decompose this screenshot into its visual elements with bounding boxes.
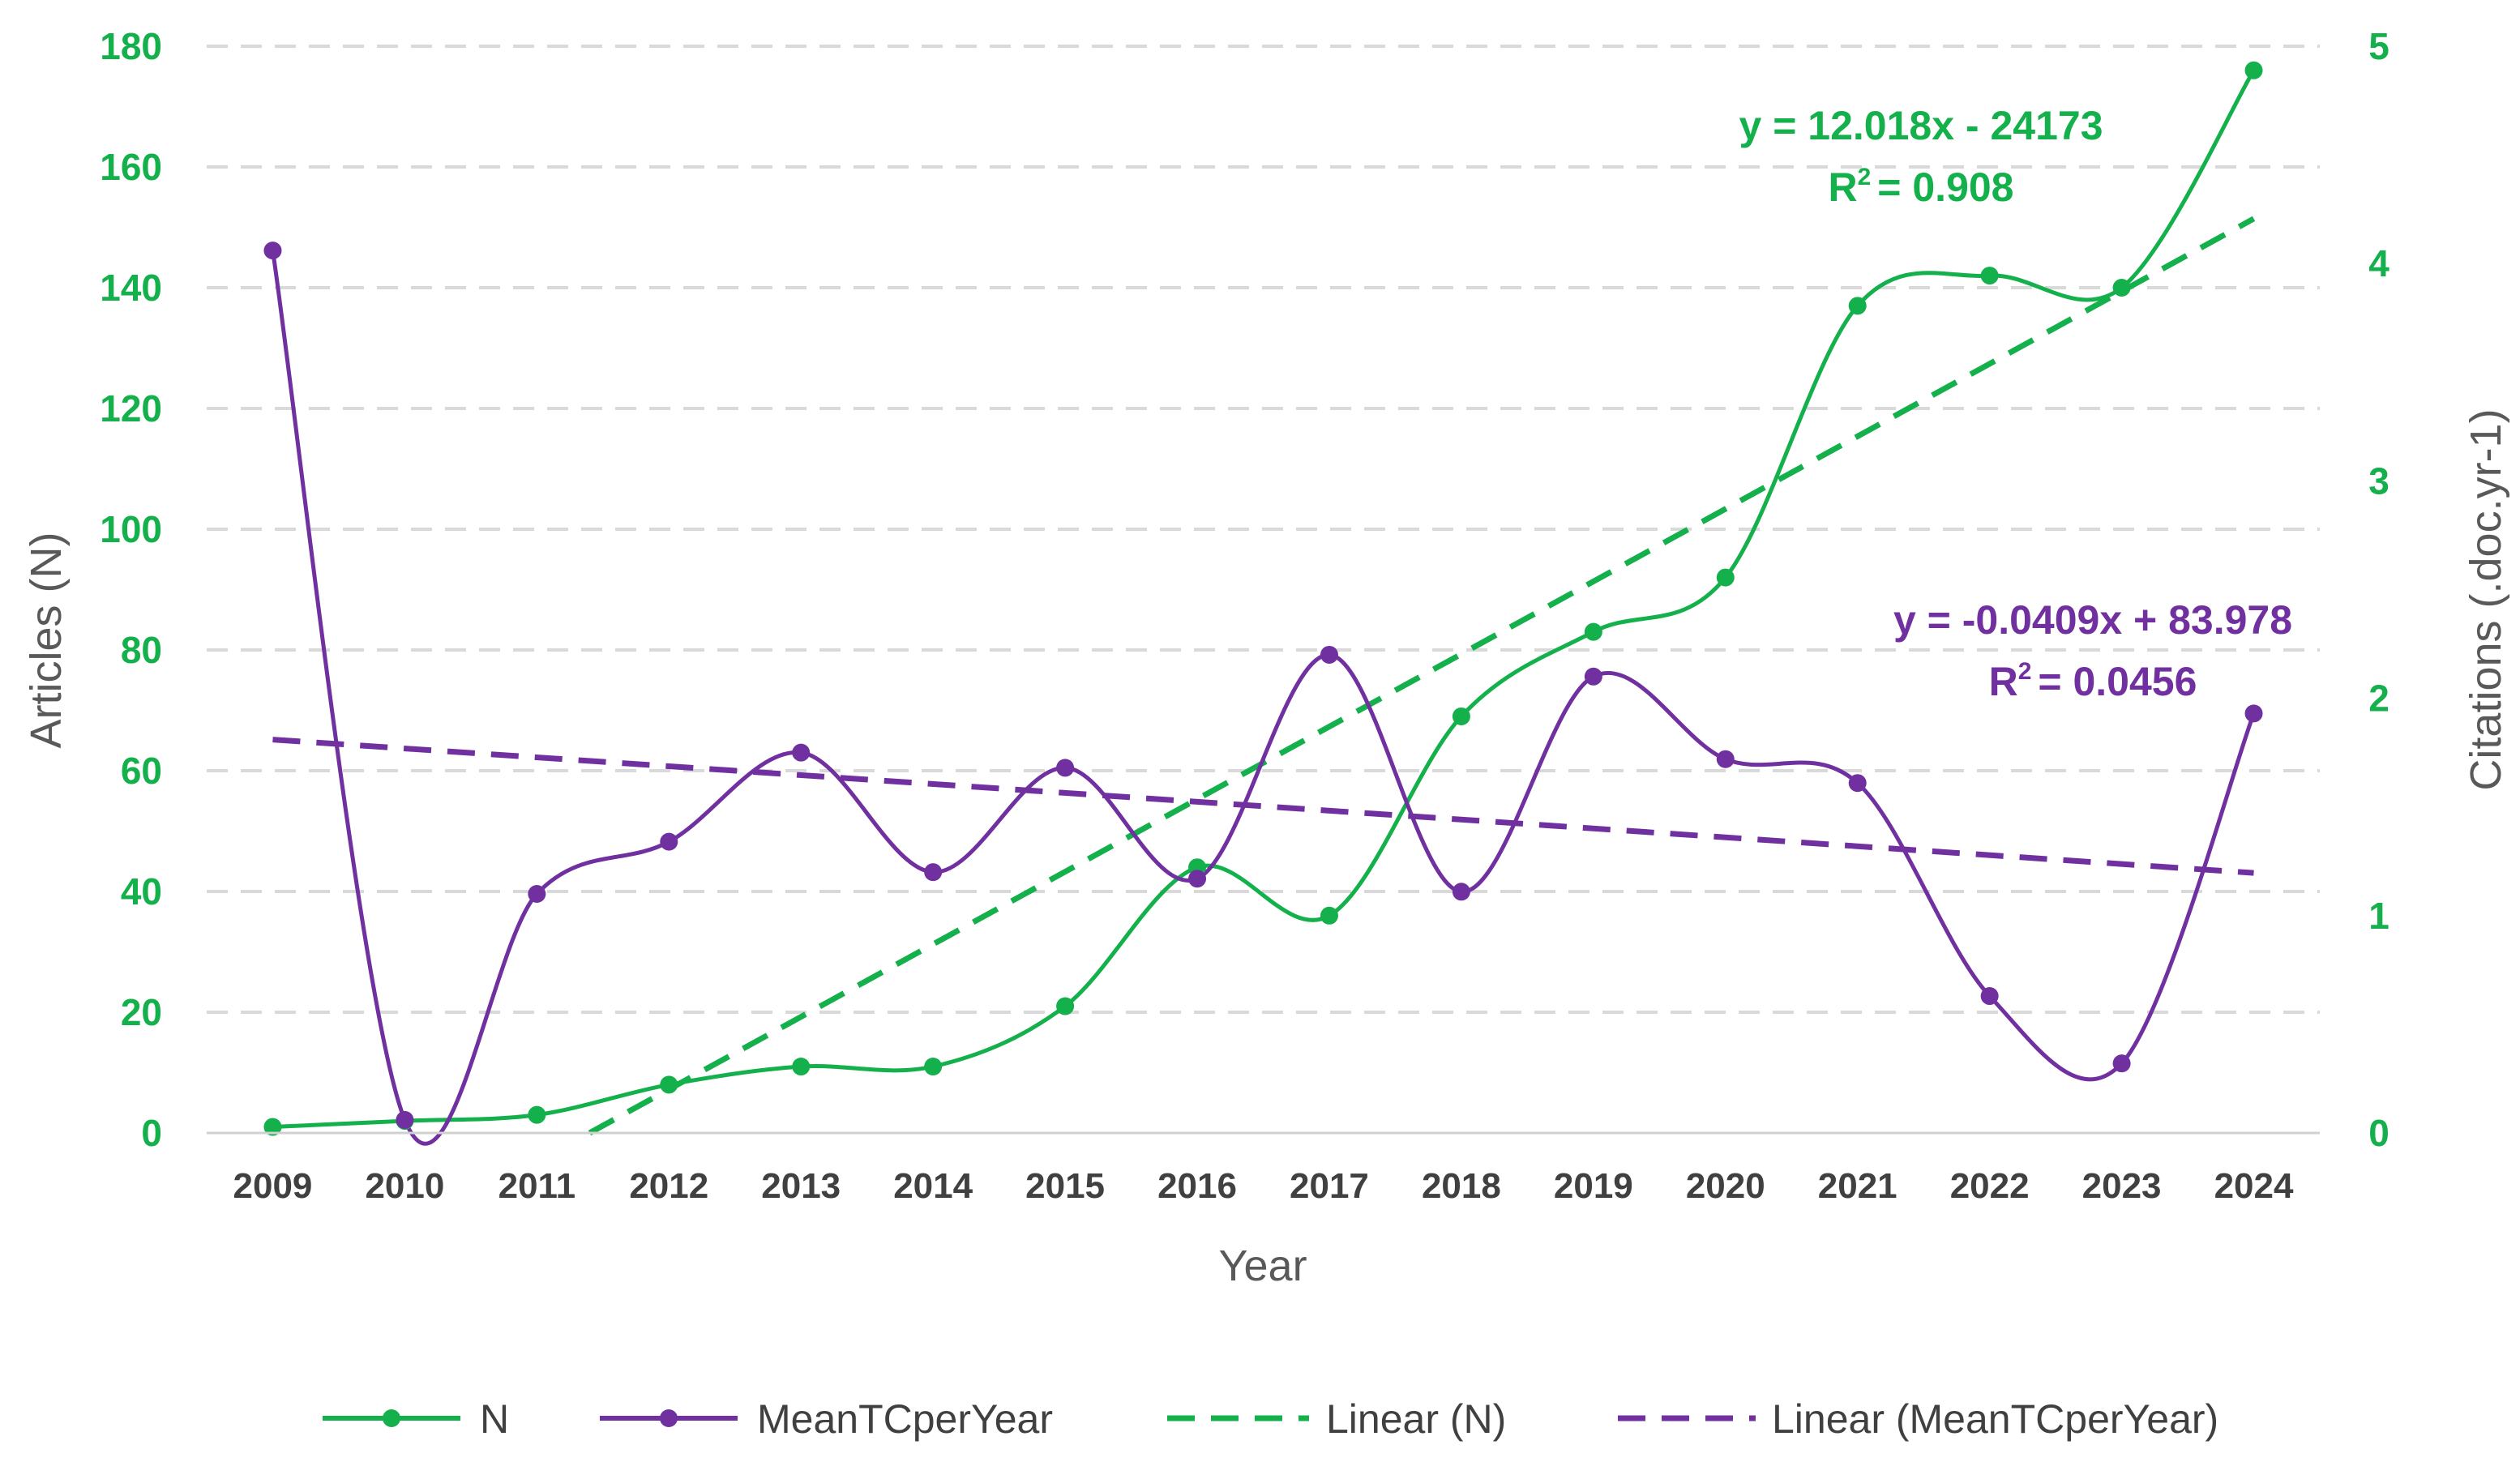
x-tick-label: 2021 — [1818, 1166, 1897, 1206]
series-point-n — [1452, 707, 1470, 725]
x-tick-label: 2011 — [498, 1166, 575, 1206]
left-tick-label: 160 — [100, 146, 162, 188]
series-point-n — [1848, 297, 1867, 315]
legend-n-label: N — [480, 1396, 509, 1442]
x-tick-label: 2024 — [2214, 1166, 2294, 1206]
legend-item-meantcperyear: MeanTCperYear — [600, 1396, 1053, 1442]
series-point-meantcperyear — [1584, 667, 1602, 686]
x-tick-label: 2023 — [2082, 1166, 2162, 1206]
trend-n-r2-prefix: R — [1828, 165, 1857, 210]
x-tick-label: 2020 — [1686, 1166, 1765, 1206]
trend-n-r2-value: = 0.908 — [1877, 165, 2013, 210]
trend-mean-r2-value: = 0.0456 — [2038, 659, 2197, 704]
legend-mean-label: MeanTCperYear — [757, 1396, 1053, 1442]
x-tick-label: 2018 — [1422, 1166, 1501, 1206]
series-point-n — [1056, 997, 1075, 1015]
trend-n-r2-superscript: 2 — [1858, 164, 1872, 190]
left-tick-label: 60 — [121, 750, 162, 792]
legend-mean-marker — [660, 1409, 678, 1427]
series-point-n — [1584, 622, 1602, 641]
left-axis-title: Articles (N) — [22, 532, 71, 749]
trendlines — [272, 216, 2256, 1136]
left-tick-label: 80 — [121, 629, 162, 671]
series-point-n — [263, 1118, 282, 1136]
series-point-meantcperyear — [1716, 750, 1735, 768]
right-tick-label: 3 — [2368, 460, 2390, 502]
series-point-meantcperyear — [263, 242, 282, 260]
legend-item-n: N — [323, 1396, 509, 1442]
series-point-meantcperyear — [924, 863, 943, 882]
trend-mean-r2: R2 = 0.0456 — [1989, 658, 2197, 704]
right-axis-ticks: 0 1 2 3 4 5 — [2368, 25, 2390, 1154]
right-tick-label: 2 — [2368, 678, 2390, 720]
x-tick-label: 2013 — [761, 1166, 841, 1206]
x-tick-label: 2017 — [1290, 1166, 1369, 1206]
left-tick-label: 0 — [141, 1112, 162, 1154]
series-point-meantcperyear — [1320, 645, 1338, 664]
right-tick-label: 0 — [2368, 1112, 2390, 1154]
series-line-meantcperyear — [270, 250, 2256, 1146]
series-point-n — [1320, 906, 1338, 925]
legend-linear-n-label: Linear (N) — [1326, 1396, 1506, 1442]
x-axis-ticks: 2009 2010 2011 2012 2013 2014 2015 2016 2017 2018… — [233, 1166, 2294, 1206]
series-point-meantcperyear — [1980, 987, 1999, 1006]
legend: N MeanTCperYear Linear (N) Linear (MeanT… — [323, 1396, 2218, 1442]
series-point-n — [2244, 61, 2263, 79]
series-point-meantcperyear — [792, 743, 811, 762]
left-tick-label: 40 — [121, 870, 162, 913]
series-point-meantcperyear — [1452, 883, 1470, 901]
right-tick-label: 5 — [2368, 25, 2390, 67]
left-tick-label: 20 — [121, 991, 162, 1033]
series-point-meantcperyear — [1848, 774, 1867, 793]
x-axis-title: Year — [1218, 1242, 1307, 1290]
series-point-n — [924, 1058, 943, 1076]
series-point-meantcperyear — [2244, 704, 2263, 723]
left-axis-ticks: 0 20 40 60 80 100 120 140 160 180 — [100, 25, 162, 1154]
trendline-n — [588, 216, 2256, 1136]
right-tick-label: 4 — [2368, 242, 2390, 284]
x-tick-label: 2009 — [233, 1166, 313, 1206]
trendline-meantcperyear — [272, 737, 2254, 876]
series-point-n — [792, 1058, 811, 1076]
trend-mean-equation: y = -0.0409x + 83.978 — [1893, 597, 2292, 643]
legend-item-linear-meantcperyear: Linear (MeanTCperYear) — [1618, 1396, 2218, 1442]
series-point-n — [2112, 279, 2131, 297]
left-tick-label: 100 — [100, 508, 162, 550]
trend-n-equation: y = 12.018x - 24173 — [1739, 103, 2103, 148]
left-tick-label: 140 — [100, 267, 162, 309]
series-point-meantcperyear — [1056, 759, 1075, 777]
gridlines — [207, 45, 2320, 1014]
series-point-n — [528, 1105, 546, 1124]
series-markers — [263, 61, 2263, 1136]
x-tick-label: 2016 — [1157, 1166, 1237, 1206]
trend-mean-r2-superscript: 2 — [2018, 658, 2032, 685]
x-tick-label: 2022 — [1950, 1166, 2030, 1206]
series-point-meantcperyear — [528, 884, 546, 903]
legend-n-marker — [383, 1409, 400, 1427]
series-point-meantcperyear — [396, 1110, 414, 1129]
x-tick-label: 2012 — [629, 1166, 708, 1206]
right-tick-label: 1 — [2368, 895, 2390, 937]
series-point-meantcperyear — [660, 832, 678, 851]
left-tick-label: 120 — [100, 387, 162, 430]
legend-linear-mean-label: Linear (MeanTCperYear) — [1772, 1396, 2218, 1442]
series-point-n — [1980, 267, 1999, 285]
series-point-meantcperyear — [1188, 870, 1207, 888]
series-point-n — [1716, 568, 1735, 587]
trend-mean-r2-prefix: R — [1989, 659, 2018, 704]
series-point-meantcperyear — [2112, 1054, 2131, 1073]
series-point-n — [660, 1075, 678, 1094]
x-tick-label: 2019 — [1554, 1166, 1633, 1206]
legend-item-linear-n: Linear (N) — [1167, 1396, 1506, 1442]
left-tick-label: 180 — [100, 25, 162, 67]
x-tick-label: 2010 — [365, 1166, 444, 1206]
x-tick-label: 2015 — [1025, 1166, 1105, 1206]
trend-n-r2: R2 = 0.908 — [1828, 164, 2013, 210]
right-axis-title: Citations (.doc.yr-1) — [2462, 408, 2510, 790]
x-tick-label: 2014 — [893, 1166, 973, 1206]
